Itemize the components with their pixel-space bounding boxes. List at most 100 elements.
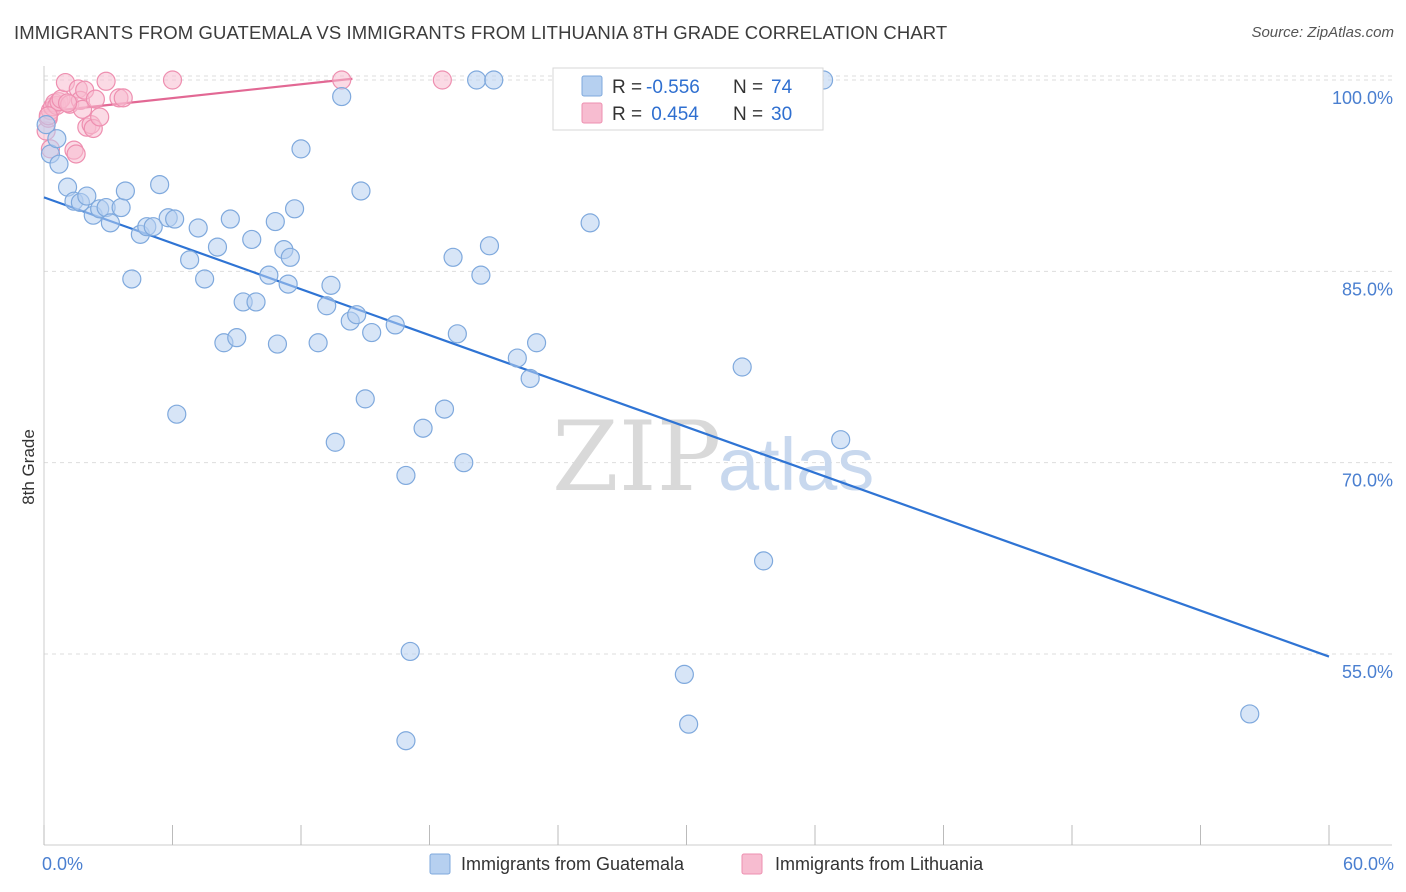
legend-swatch-guatemala — [581, 75, 603, 97]
guatemala-point — [332, 86, 352, 107]
guatemala-point — [308, 333, 328, 353]
series-legend: Immigrants from Guatemala Immigrants fro… — [429, 853, 984, 875]
guatemala-point — [207, 237, 228, 257]
guatemala-point — [291, 139, 311, 159]
source-credit: Source: ZipAtlas.com — [1251, 24, 1394, 41]
y-tick-label: 100.0% — [1332, 88, 1393, 108]
guatemala-point — [242, 229, 262, 250]
legend-n-label-guatemala: N = — [733, 77, 763, 98]
guatemala-point — [47, 129, 67, 149]
guatemala-point — [355, 389, 375, 409]
guatemala-point — [150, 174, 170, 195]
lithuania-point — [332, 70, 352, 90]
guatemala-point — [732, 357, 752, 377]
guatemala-point — [321, 275, 341, 295]
guatemala-point — [362, 322, 382, 343]
legend-n-value-guatemala: 74 — [771, 77, 793, 98]
guatemala-point — [100, 213, 120, 233]
guatemala-point — [351, 181, 371, 201]
lithuania-point — [66, 144, 86, 164]
lithuania-point — [432, 70, 452, 90]
guatemala-point — [325, 432, 345, 452]
guatemala-point — [674, 664, 694, 685]
guatemala-point — [180, 250, 200, 270]
guatemala-point — [36, 115, 56, 135]
guatemala-point — [831, 430, 851, 450]
guatemala-point — [317, 296, 337, 316]
guatemala-point — [507, 348, 527, 368]
guatemala-point — [396, 465, 416, 486]
watermark-zip: ZIP — [552, 401, 721, 513]
guatemala-point — [385, 315, 405, 335]
lithuania-point — [90, 107, 110, 127]
y-tick-label: 85.0% — [1342, 279, 1393, 299]
guatemala-point — [526, 333, 547, 353]
guatemala-point — [188, 218, 208, 238]
guatemala-point — [280, 247, 300, 267]
guatemala-point — [479, 236, 500, 256]
guatemala-trend-line — [43, 196, 1330, 658]
axes — [43, 66, 1392, 846]
y-tick-label: 55.0% — [1342, 662, 1393, 682]
guatemala-point — [580, 213, 600, 233]
guatemala-point — [396, 731, 416, 751]
guatemala-point — [467, 70, 487, 90]
guatemala-point — [122, 269, 142, 289]
x-tick-label: 0.0% — [42, 854, 83, 874]
guatemala-point — [111, 197, 131, 218]
guatemala-point — [165, 209, 185, 229]
guatemala-point — [265, 211, 285, 232]
guatemala-point — [246, 292, 266, 312]
legend-r-value-guatemala: -0.556 — [646, 77, 700, 98]
chart-title: IMMIGRANTS FROM GUATEMALA VS IMMIGRANTS … — [14, 22, 948, 43]
lithuania-points — [36, 70, 452, 164]
guatemala-point — [447, 324, 467, 344]
guatemala-point — [227, 328, 247, 348]
series-legend-swatch-lithuania — [741, 853, 763, 875]
lithuania-point — [162, 70, 183, 90]
guatemala-point — [195, 269, 215, 289]
guatemala-point — [77, 186, 97, 206]
guatemala-point — [520, 368, 540, 389]
guatemala-point — [484, 70, 504, 90]
y-tick-labels: 100.0% 85.0% 70.0% 55.0% — [1332, 88, 1393, 682]
watermark: ZIP atlas — [552, 401, 874, 513]
guatemala-point — [471, 265, 491, 285]
legend-r-label-lithuania: R = — [612, 104, 642, 125]
legend-n-value-lithuania: 30 — [771, 104, 792, 125]
correlation-legend: R = -0.556 N = 74 R = 0.454 N = 30 — [552, 67, 824, 131]
guatemala-point — [434, 399, 455, 419]
guatemala-point — [1240, 704, 1260, 724]
lithuania-point — [57, 93, 78, 113]
legend-r-value-lithuania: 0.454 — [646, 104, 699, 125]
guatemala-point — [454, 453, 474, 473]
lithuania-point — [85, 89, 106, 109]
guatemala-point — [167, 404, 187, 424]
guatemala-point — [347, 305, 367, 325]
guatemala-point — [413, 418, 433, 438]
y-axis-title: 8th Grade — [19, 429, 38, 505]
lithuania-point — [96, 71, 116, 91]
guatemala-point — [400, 641, 420, 662]
legend-n-label-lithuania: N = — [733, 104, 763, 125]
series-legend-label-guatemala: Immigrants from Guatemala — [461, 854, 685, 874]
guatemala-point — [220, 209, 240, 229]
guatemala-point — [49, 154, 69, 174]
guatemala-point — [679, 714, 699, 734]
watermark-atlas: atlas — [718, 423, 874, 506]
x-tick-labels: 0.0% 60.0% — [42, 854, 1394, 874]
guatemala-point — [753, 551, 774, 571]
legend-r-label-guatemala: R = — [612, 77, 642, 98]
series-legend-label-lithuania: Immigrants from Lithuania — [775, 854, 984, 874]
guatemala-point — [284, 199, 305, 219]
guatemala-point — [278, 274, 298, 294]
guatemala-point — [115, 181, 135, 201]
trend-lines — [43, 77, 1330, 658]
y-tick-label: 70.0% — [1342, 471, 1393, 491]
guatemala-point — [259, 265, 279, 285]
legend-swatch-lithuania — [581, 102, 603, 124]
guatemala-point — [143, 217, 163, 237]
guatemala-point — [443, 247, 463, 267]
series-legend-swatch-guatemala — [429, 853, 451, 875]
